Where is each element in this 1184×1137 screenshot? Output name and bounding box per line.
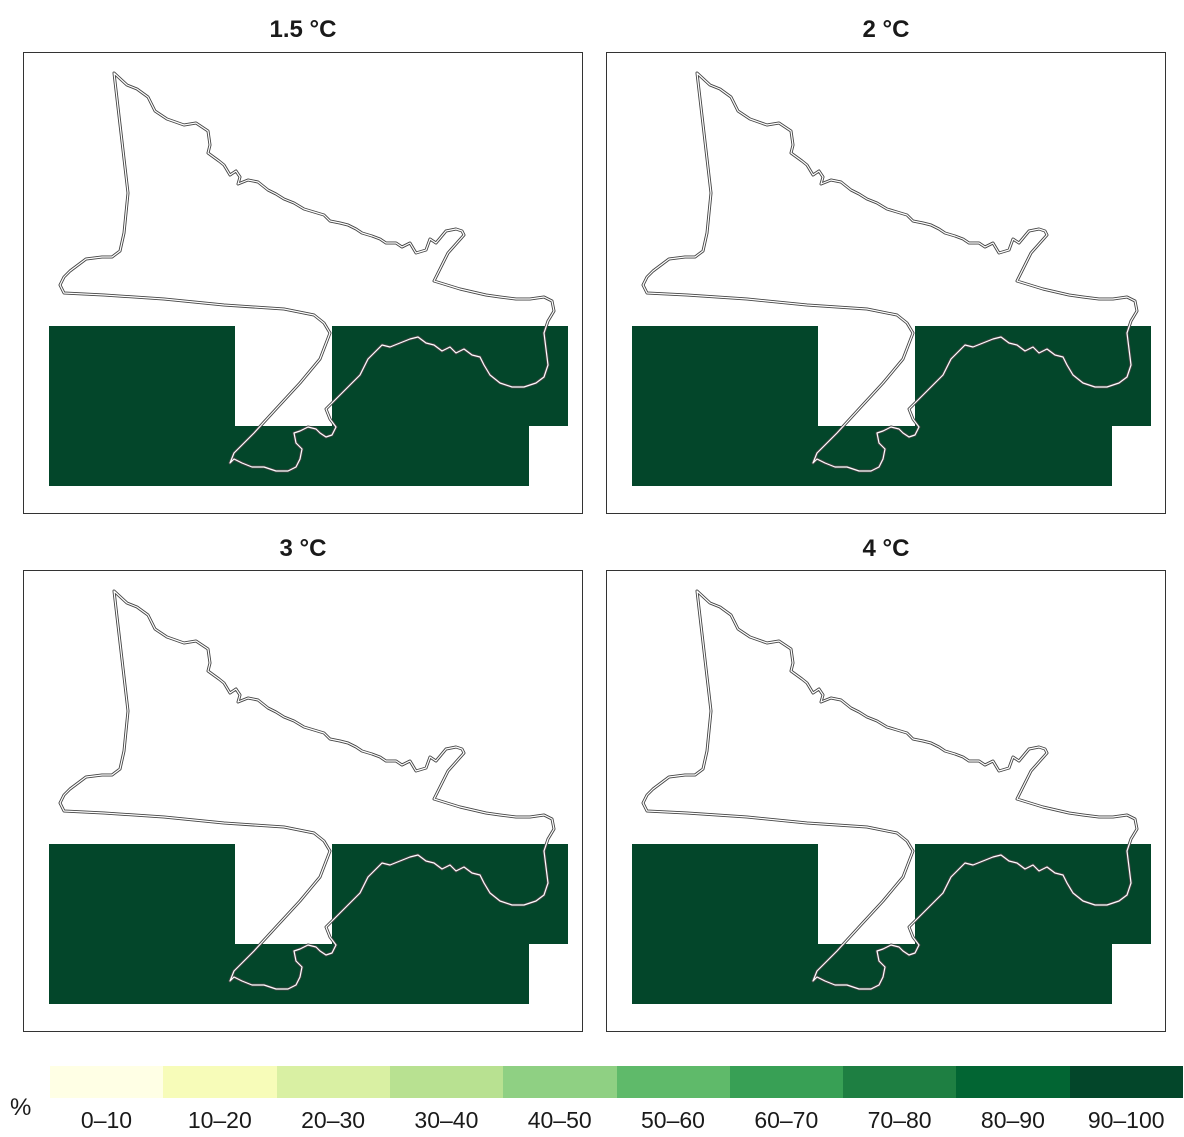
panel-title-3: 3 °C — [279, 535, 327, 562]
fill-cell-block-1 — [632, 326, 818, 426]
legend-swatch-2 — [163, 1066, 278, 1098]
legend-label-7: 60–70 — [754, 1107, 819, 1133]
fill-cell-block-3 — [915, 326, 1151, 426]
fill-cell-block-2 — [49, 944, 529, 1004]
fill-cell-block-3 — [332, 844, 568, 944]
legend-swatch-7 — [729, 1066, 844, 1098]
fill-cell-block-3 — [915, 844, 1151, 944]
region-outline — [642, 72, 1138, 472]
map-svg-2 — [632, 71, 1151, 486]
legend-label-9: 80–90 — [980, 1107, 1045, 1133]
legend-swatch-4 — [389, 1066, 504, 1098]
legend-label-8: 70–80 — [867, 1107, 932, 1133]
map-svg-3 — [49, 589, 568, 1004]
panel-title-1: 1.5 °C — [269, 16, 337, 43]
legend-swatch-8 — [843, 1066, 957, 1098]
legend-label-1: 0–10 — [80, 1107, 133, 1133]
legend-unit: % — [10, 1094, 32, 1121]
map-svg-4 — [632, 589, 1151, 1004]
legend-label-6: 50–60 — [641, 1107, 705, 1133]
legend-swatch-10 — [1069, 1066, 1184, 1098]
fill-cell-block-2 — [632, 426, 1112, 486]
legend-label-5: 40–50 — [527, 1107, 592, 1133]
fill-cell-block-2 — [632, 944, 1112, 1004]
legend-label-10: 90–100 — [1087, 1107, 1165, 1133]
map-panel-1 — [23, 52, 583, 514]
legend-label-2: 10–20 — [187, 1107, 252, 1133]
fill-cell-block-1 — [49, 844, 235, 944]
panel-title-4: 4 °C — [862, 535, 910, 562]
legend-label-4: 30–40 — [414, 1107, 479, 1133]
legend-swatch-3 — [276, 1066, 391, 1098]
region-outline — [642, 590, 1138, 990]
region-outline — [59, 72, 555, 472]
panel-title-2: 2 °C — [862, 16, 910, 43]
legend-swatch-6 — [616, 1066, 731, 1098]
fill-cell-block-1 — [632, 844, 818, 944]
legend-swatch-5 — [503, 1066, 617, 1098]
region-outline — [59, 590, 555, 990]
map-panel-3 — [23, 570, 583, 1032]
fill-cell-block-2 — [49, 426, 529, 486]
map-panel-4 — [606, 570, 1166, 1032]
legend-swatch-1 — [50, 1066, 164, 1098]
color-legend — [50, 1066, 1184, 1098]
legend-swatch-9 — [956, 1066, 1071, 1098]
map-svg-1 — [49, 71, 568, 486]
fill-cell-block-1 — [49, 326, 235, 426]
fill-cell-block-3 — [332, 326, 568, 426]
map-panel-2 — [606, 52, 1166, 514]
legend-label-3: 20–30 — [301, 1107, 366, 1133]
